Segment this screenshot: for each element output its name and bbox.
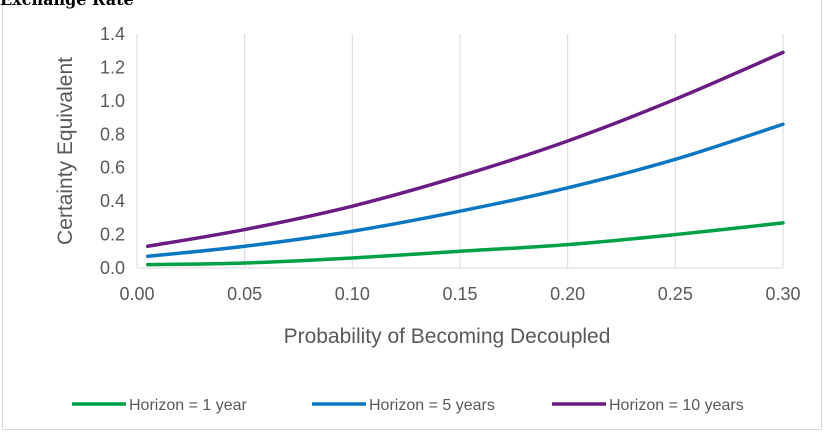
x-tick-label: 0.10 — [335, 284, 370, 304]
x-tick-label: 0.20 — [550, 284, 585, 304]
x-tick-label: 0.15 — [442, 284, 477, 304]
y-tick-label: 0.4 — [100, 191, 125, 211]
series-line-3 — [146, 50, 785, 249]
legend-label-1: Horizon = 1 year — [129, 397, 248, 414]
x-tick-labels: 0.00 0.05 0.10 0.15 0.20 0.25 0.30 — [119, 284, 800, 304]
legend-label-3: Horizon = 10 years — [609, 397, 744, 414]
x-tick-label: 0.30 — [765, 284, 800, 304]
y-tick-label: 0.2 — [100, 225, 125, 245]
y-tick-label: 0.0 — [100, 258, 125, 278]
y-tick-label: 1.0 — [100, 91, 125, 111]
axes — [136, 34, 783, 269]
y-tick-label: 0.8 — [100, 124, 125, 144]
x-axis-title: Probability of Becoming Decoupled — [284, 325, 611, 348]
x-tick-label: 0.25 — [658, 284, 693, 304]
series-line-2 — [146, 122, 785, 259]
y-tick-labels: 0.0 0.2 0.4 0.6 0.8 1.0 1.2 1.4 — [100, 24, 125, 278]
y-tick-label: 1.2 — [100, 57, 125, 77]
x-tick-label: 0.00 — [119, 284, 154, 304]
y-tick-label: 0.6 — [100, 158, 125, 178]
x-tick-label: 0.05 — [227, 284, 262, 304]
legend: Horizon = 1 year Horizon = 5 years Horizon… — [72, 397, 744, 414]
y-axis-title: Certainty Equivalent — [54, 57, 77, 245]
page-heading: Exchange Rate — [0, 0, 134, 9]
legend-label-2: Horizon = 5 years — [369, 397, 495, 414]
y-tick-label: 1.4 — [100, 24, 125, 44]
series-layer — [146, 50, 785, 267]
series-line-1 — [146, 221, 785, 267]
